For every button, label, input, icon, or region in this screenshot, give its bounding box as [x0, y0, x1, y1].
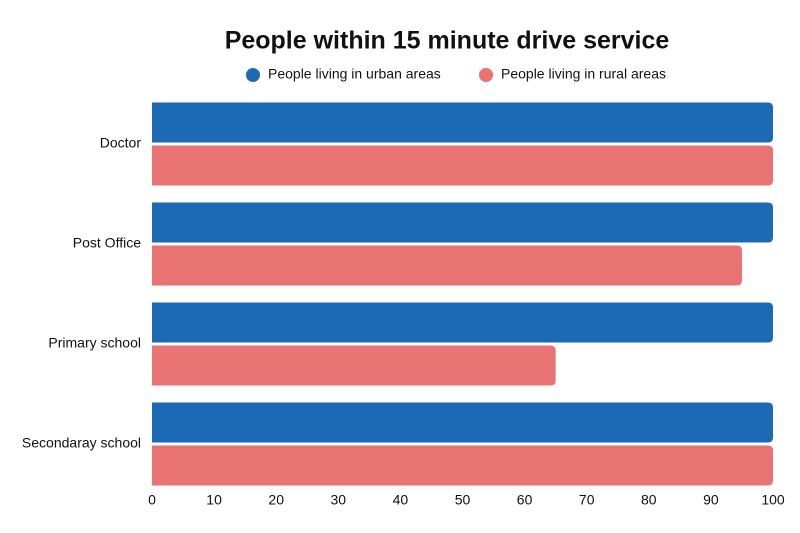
- y-tick-label: Doctor: [100, 135, 142, 151]
- x-tick-label: 100: [761, 492, 785, 508]
- x-tick-label: 10: [206, 492, 222, 508]
- bar: [152, 302, 773, 343]
- legend-label: People living in urban areas: [268, 66, 441, 82]
- x-tick-label: 70: [579, 492, 595, 508]
- x-tick-label: 80: [641, 492, 657, 508]
- bar: [152, 445, 773, 486]
- bar: [152, 145, 773, 186]
- bar: [152, 245, 742, 286]
- x-tick-label: 0: [148, 492, 156, 508]
- bar: [152, 402, 773, 443]
- x-tick-label: 50: [455, 492, 471, 508]
- x-tick-label: 90: [703, 492, 719, 508]
- bar: [152, 202, 773, 243]
- legend-marker: [246, 68, 260, 82]
- x-tick-label: 40: [393, 492, 409, 508]
- x-tick-label: 20: [268, 492, 284, 508]
- x-tick-label: 30: [331, 492, 347, 508]
- y-tick-label: Post Office: [73, 235, 141, 251]
- bar: [152, 102, 773, 143]
- y-tick-label: Secondaray school: [22, 435, 141, 451]
- legend-label: People living in rural areas: [501, 66, 666, 82]
- bar: [152, 345, 556, 386]
- y-tick-label: Primary school: [48, 335, 141, 351]
- legend-marker: [479, 68, 493, 82]
- x-tick-label: 60: [517, 492, 533, 508]
- chart-title: People within 15 minute drive service: [225, 27, 670, 55]
